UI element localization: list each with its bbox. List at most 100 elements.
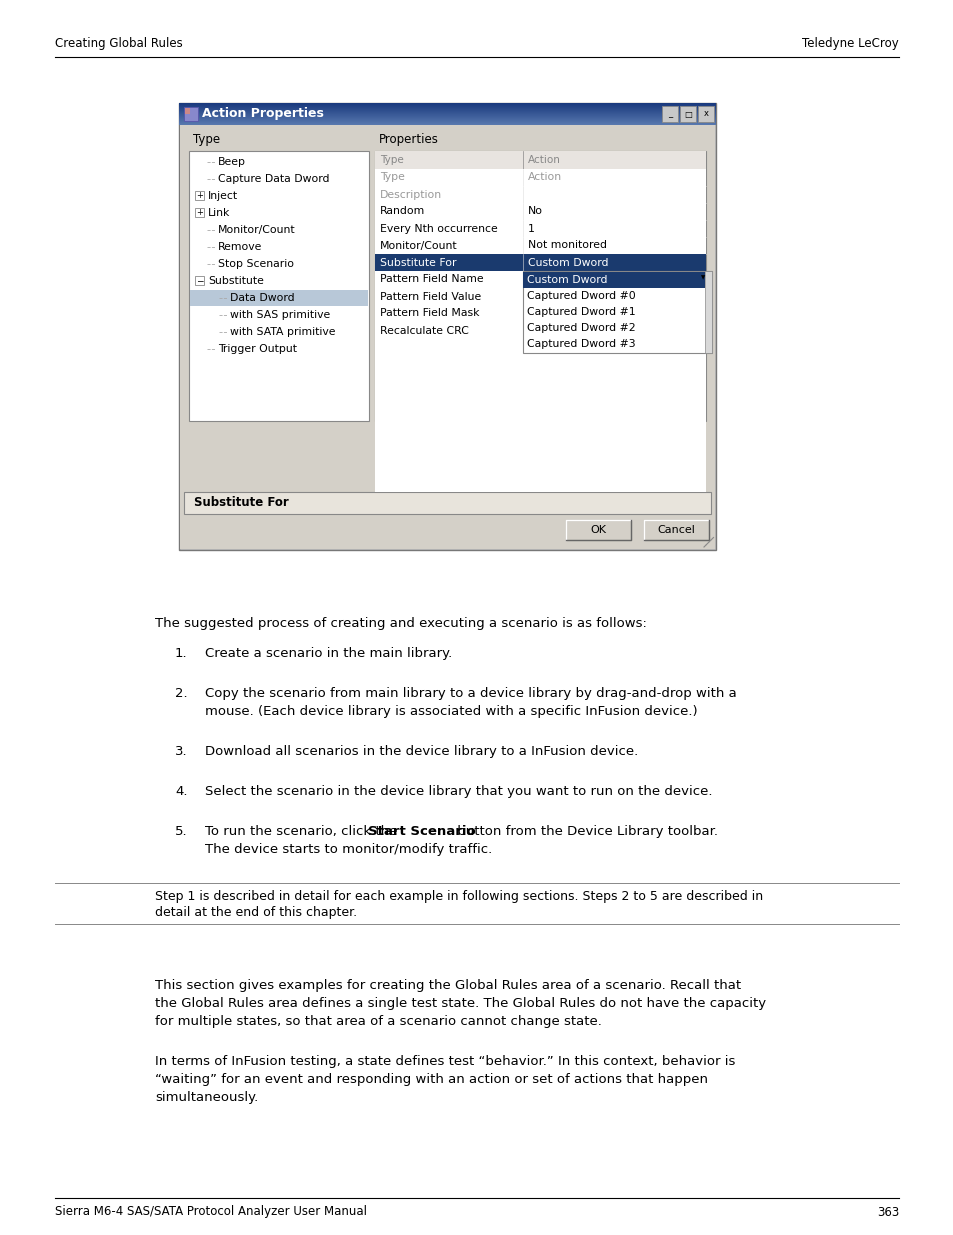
Text: Capture Data Dword: Capture Data Dword	[218, 174, 329, 184]
Text: Properties: Properties	[378, 132, 438, 146]
Text: OK: OK	[589, 525, 605, 535]
Bar	[661, 106, 678, 122]
Text: Substitute For: Substitute For	[379, 258, 456, 268]
Text: 1.: 1.	[174, 647, 188, 659]
Text: Copy the scenario from main library to a device library by drag-and-drop with a: Copy the scenario from main library to a…	[205, 687, 736, 700]
Text: Recalculate CRC: Recalculate CRC	[379, 326, 468, 336]
Bar	[375, 220, 705, 237]
Text: 2.: 2.	[174, 687, 188, 700]
Bar	[375, 288, 705, 305]
Text: Download all scenarios in the device library to a InFusion device.: Download all scenarios in the device lib…	[205, 745, 638, 758]
Text: Substitute: Substitute	[208, 275, 264, 287]
Text: Data Dword: Data Dword	[230, 293, 294, 303]
Bar	[375, 254, 705, 270]
Bar	[375, 151, 705, 421]
Text: “waiting” for an event and responding with an action or set of actions that happ: “waiting” for an event and responding wi…	[154, 1073, 707, 1086]
Text: Pattern Field Name: Pattern Field Name	[379, 274, 483, 284]
Text: +: +	[196, 191, 203, 200]
Bar	[522, 270, 711, 353]
Text: +: +	[196, 207, 203, 217]
Text: Action: Action	[527, 173, 561, 183]
Text: The device starts to monitor/modify traffic.: The device starts to monitor/modify traf…	[205, 844, 492, 856]
Text: Type: Type	[379, 156, 403, 165]
Text: 5.: 5.	[174, 825, 188, 839]
Text: Custom Dword: Custom Dword	[527, 258, 608, 268]
Text: This section gives examples for creating the Global Rules area of a scenario. Re: This section gives examples for creating…	[154, 979, 740, 992]
Text: 363: 363	[876, 1205, 898, 1219]
Bar	[375, 338, 705, 492]
Text: Random: Random	[379, 206, 425, 216]
Bar	[194, 275, 204, 285]
Text: Stop Scenario: Stop Scenario	[218, 259, 294, 269]
Text: Captured Dword #0: Captured Dword #0	[526, 291, 635, 301]
Text: Pattern Field Mask: Pattern Field Mask	[379, 309, 479, 319]
Text: simultaneously.: simultaneously.	[154, 1091, 258, 1104]
Bar	[375, 151, 705, 169]
Text: with SATA primitive: with SATA primitive	[230, 327, 335, 337]
Text: Action: Action	[527, 156, 560, 165]
Bar	[375, 203, 705, 220]
Text: Type: Type	[193, 132, 220, 146]
Text: Action Properties: Action Properties	[202, 107, 323, 121]
Text: Trigger Output: Trigger Output	[218, 345, 296, 354]
Text: button from the Device Library toolbar.: button from the Device Library toolbar.	[453, 825, 718, 839]
Bar	[375, 169, 705, 186]
Bar	[189, 151, 369, 421]
Text: 3.: 3.	[174, 745, 188, 758]
Bar	[704, 270, 711, 353]
Bar	[185, 107, 190, 114]
Bar	[179, 103, 716, 550]
Text: 1: 1	[527, 224, 535, 233]
Text: The suggested process of creating and executing a scenario is as follows:: The suggested process of creating and ex…	[154, 618, 646, 630]
Text: Description: Description	[379, 189, 441, 200]
Text: the Global Rules area defines a single test state. The Global Rules do not have : the Global Rules area defines a single t…	[154, 997, 765, 1010]
Bar	[643, 520, 708, 540]
Text: Captured Dword #3: Captured Dword #3	[526, 338, 635, 350]
Bar	[679, 106, 696, 122]
Text: Select the scenario in the device library that you want to run on the device.: Select the scenario in the device librar…	[205, 785, 712, 798]
Text: Beep: Beep	[218, 157, 246, 167]
Text: Type: Type	[379, 173, 404, 183]
Bar	[522, 272, 704, 288]
Text: Captured Dword #1: Captured Dword #1	[526, 308, 635, 317]
Text: Teledyne LeCroy: Teledyne LeCroy	[801, 37, 898, 49]
Text: □: □	[683, 110, 691, 119]
Bar	[194, 207, 204, 217]
Text: _: _	[667, 110, 672, 119]
Text: detail at the end of this chapter.: detail at the end of this chapter.	[154, 906, 356, 919]
Text: mouse. (Each device library is associated with a specific InFusion device.): mouse. (Each device library is associate…	[205, 705, 697, 718]
Text: for multiple states, so that area of a scenario cannot change state.: for multiple states, so that area of a s…	[154, 1015, 601, 1028]
Text: ▼: ▼	[700, 275, 704, 280]
Text: x: x	[702, 110, 708, 119]
Text: Creating Global Rules: Creating Global Rules	[55, 37, 183, 49]
Text: Link: Link	[208, 207, 230, 219]
Text: with SAS primitive: with SAS primitive	[230, 310, 330, 320]
Text: −: −	[195, 275, 203, 285]
Bar	[190, 290, 368, 306]
Text: Substitute For: Substitute For	[193, 496, 289, 510]
Text: Every Nth occurrence: Every Nth occurrence	[379, 224, 497, 233]
Text: Captured Dword #2: Captured Dword #2	[526, 324, 635, 333]
Text: Create a scenario in the main library.: Create a scenario in the main library.	[205, 647, 452, 659]
Text: Inject: Inject	[208, 191, 238, 201]
Bar	[375, 270, 705, 288]
Text: Not monitored: Not monitored	[527, 241, 606, 251]
Bar	[375, 237, 705, 254]
Text: Remove: Remove	[218, 242, 262, 252]
Bar	[375, 322, 705, 338]
Bar	[194, 191, 204, 200]
Text: Cancel: Cancel	[657, 525, 694, 535]
Text: Pattern Field Value: Pattern Field Value	[379, 291, 480, 301]
Text: Sierra M6-4 SAS/SATA Protocol Analyzer User Manual: Sierra M6-4 SAS/SATA Protocol Analyzer U…	[55, 1205, 367, 1219]
Text: No: No	[527, 206, 542, 216]
Text: Monitor/Count: Monitor/Count	[379, 241, 457, 251]
Bar	[565, 520, 630, 540]
Bar	[184, 492, 710, 514]
Text: Start Scenario: Start Scenario	[367, 825, 475, 839]
Text: Custom Dword: Custom Dword	[526, 275, 607, 285]
Text: Step 1 is described in detail for each example in following sections. Steps 2 to: Step 1 is described in detail for each e…	[154, 890, 762, 903]
Text: In terms of InFusion testing, a state defines test “behavior.” In this context, : In terms of InFusion testing, a state de…	[154, 1055, 735, 1068]
Text: 4.: 4.	[174, 785, 188, 798]
Bar	[375, 305, 705, 322]
Bar	[375, 186, 705, 203]
